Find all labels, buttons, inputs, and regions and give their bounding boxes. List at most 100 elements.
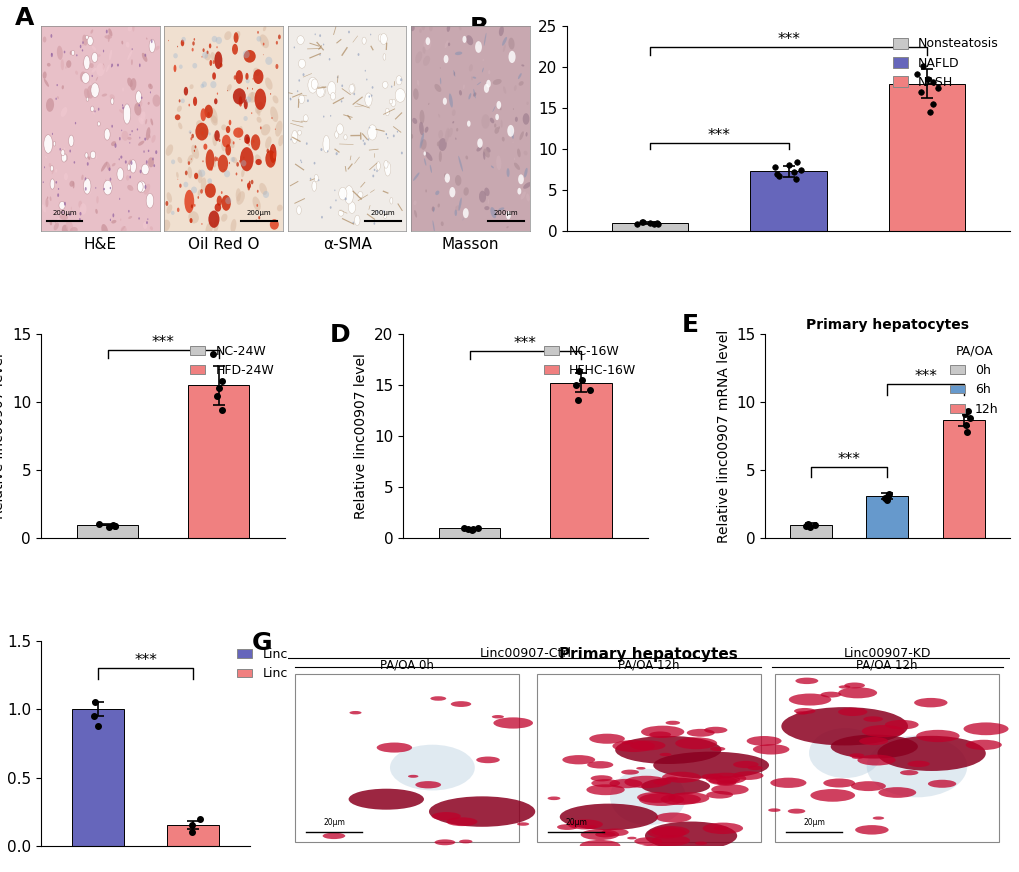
Ellipse shape (105, 179, 107, 181)
Ellipse shape (291, 131, 298, 143)
Ellipse shape (213, 220, 218, 232)
Ellipse shape (93, 112, 95, 114)
Ellipse shape (851, 756, 862, 759)
Ellipse shape (297, 208, 300, 214)
Ellipse shape (652, 780, 671, 785)
Ellipse shape (395, 76, 401, 85)
X-axis label: α-SMA: α-SMA (322, 236, 371, 252)
Ellipse shape (102, 93, 107, 97)
Ellipse shape (636, 767, 645, 770)
Point (87, 695, 103, 709)
Point (568, 378, 584, 392)
Ellipse shape (661, 772, 700, 783)
Ellipse shape (289, 98, 291, 100)
Ellipse shape (121, 41, 123, 44)
Ellipse shape (139, 167, 143, 171)
Ellipse shape (203, 144, 207, 150)
Ellipse shape (88, 37, 93, 45)
Ellipse shape (495, 114, 498, 120)
Ellipse shape (583, 825, 596, 828)
Ellipse shape (423, 56, 430, 66)
Ellipse shape (220, 63, 222, 67)
Ellipse shape (667, 793, 708, 804)
Text: 20μm: 20μm (323, 818, 344, 827)
Ellipse shape (655, 813, 691, 822)
Ellipse shape (413, 173, 419, 181)
Ellipse shape (82, 49, 84, 51)
Ellipse shape (83, 41, 84, 44)
Ellipse shape (197, 169, 203, 183)
Ellipse shape (306, 142, 308, 145)
Point (205, 347, 221, 361)
Ellipse shape (715, 776, 740, 783)
Ellipse shape (58, 188, 59, 190)
Ellipse shape (586, 784, 624, 795)
Ellipse shape (368, 95, 370, 98)
Point (213, 374, 229, 388)
Ellipse shape (521, 192, 526, 200)
Ellipse shape (66, 221, 73, 232)
Ellipse shape (47, 196, 48, 199)
Ellipse shape (217, 92, 218, 95)
Ellipse shape (322, 833, 345, 839)
Ellipse shape (270, 106, 278, 122)
Ellipse shape (218, 139, 220, 142)
Ellipse shape (435, 191, 439, 195)
Point (641, 215, 657, 229)
Ellipse shape (390, 99, 395, 106)
Ellipse shape (203, 48, 205, 52)
Ellipse shape (150, 119, 153, 126)
Ellipse shape (96, 77, 98, 81)
Ellipse shape (200, 84, 204, 88)
Ellipse shape (884, 720, 918, 730)
Point (785, 165, 801, 179)
Ellipse shape (225, 144, 231, 155)
Ellipse shape (84, 56, 90, 70)
Ellipse shape (248, 92, 257, 103)
Point (876, 491, 893, 505)
Ellipse shape (236, 191, 245, 205)
Ellipse shape (877, 787, 915, 798)
Ellipse shape (674, 866, 710, 872)
Ellipse shape (244, 99, 248, 109)
Ellipse shape (665, 777, 678, 780)
Ellipse shape (138, 95, 141, 101)
Ellipse shape (103, 187, 105, 190)
Ellipse shape (424, 126, 428, 133)
Ellipse shape (424, 158, 426, 166)
Ellipse shape (701, 773, 722, 780)
Ellipse shape (236, 162, 238, 167)
Ellipse shape (224, 170, 230, 177)
Ellipse shape (463, 187, 469, 195)
Ellipse shape (850, 781, 886, 791)
Ellipse shape (104, 129, 110, 140)
Ellipse shape (329, 206, 331, 208)
Point (880, 487, 897, 501)
Ellipse shape (138, 140, 145, 146)
Ellipse shape (505, 226, 508, 228)
Ellipse shape (519, 132, 524, 140)
Ellipse shape (200, 189, 203, 194)
Ellipse shape (231, 44, 237, 55)
Ellipse shape (524, 167, 527, 178)
Ellipse shape (51, 53, 52, 56)
Ellipse shape (43, 181, 44, 183)
Ellipse shape (210, 81, 216, 88)
Text: ***: *** (913, 369, 936, 384)
Ellipse shape (396, 131, 397, 133)
Ellipse shape (235, 188, 240, 201)
Ellipse shape (320, 148, 322, 151)
Ellipse shape (214, 130, 219, 141)
Ellipse shape (43, 37, 46, 43)
Ellipse shape (205, 221, 213, 235)
Ellipse shape (130, 160, 132, 165)
Ellipse shape (139, 100, 143, 106)
Ellipse shape (378, 34, 382, 42)
Ellipse shape (246, 97, 251, 103)
Ellipse shape (65, 66, 67, 69)
Ellipse shape (79, 44, 82, 48)
Ellipse shape (432, 221, 434, 233)
Ellipse shape (87, 97, 89, 101)
Ellipse shape (334, 189, 335, 191)
Ellipse shape (196, 123, 208, 140)
